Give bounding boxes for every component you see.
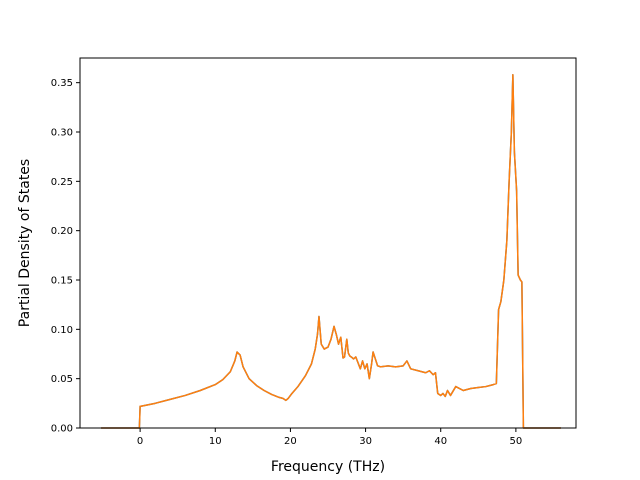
x-tick-label: 20 [284, 436, 297, 447]
y-tick-label: 0.15 [51, 276, 73, 287]
axes-frame [79, 57, 577, 429]
series-line-2 [101, 74, 561, 429]
x-tick-label: 0 [137, 436, 143, 447]
y-tick-label: 0.10 [51, 325, 73, 336]
y-tick-label: 0.20 [51, 226, 73, 237]
y-tick-label: 0.35 [51, 78, 73, 89]
x-axis-ticks: 0 10 20 30 40 50 [137, 428, 522, 447]
y-axis-label: Partial Density of States [17, 159, 33, 327]
y-tick-label: 0.00 [51, 424, 73, 435]
x-tick-label: 50 [510, 436, 523, 447]
y-tick-label: 0.05 [51, 374, 73, 385]
plot-area [80, 58, 576, 428]
x-tick-label: 10 [209, 436, 222, 447]
x-axis-label: Frequency (THz) [271, 459, 385, 475]
series-layer [101, 74, 561, 429]
x-tick-label: 40 [434, 436, 447, 447]
y-axis-ticks: 0.00 0.05 0.10 0.15 0.20 0.25 0.30 0.35 [51, 78, 80, 435]
y-tick-label: 0.25 [51, 177, 73, 188]
x-tick-label: 30 [359, 436, 372, 447]
y-tick-label: 0.30 [51, 128, 73, 139]
